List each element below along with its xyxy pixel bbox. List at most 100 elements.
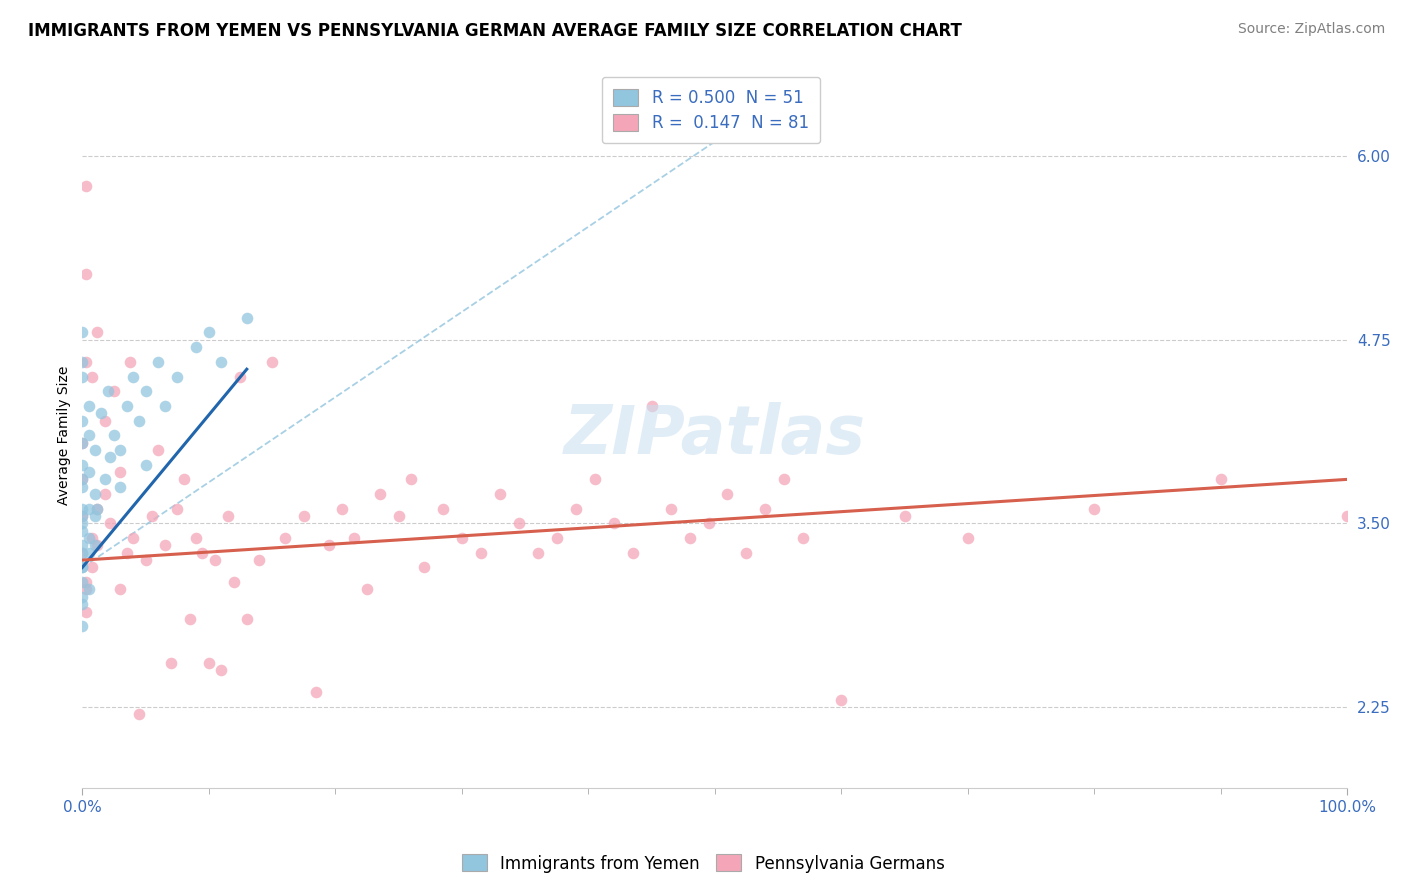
Point — [110, 582, 132, 597]
Point — [75, 575, 97, 590]
Point — [198, 326, 221, 340]
Point — [72, 546, 94, 560]
Point — [77, 428, 100, 442]
Point — [72, 414, 94, 428]
Point — [179, 612, 201, 626]
Point — [86, 501, 108, 516]
Point — [72, 355, 94, 369]
Point — [72, 546, 94, 560]
Point — [273, 531, 295, 545]
Point — [122, 531, 145, 545]
Point — [86, 501, 108, 516]
Point — [621, 546, 644, 560]
Point — [82, 369, 104, 384]
Point — [773, 472, 796, 486]
Point — [72, 590, 94, 604]
Point — [1209, 472, 1232, 486]
Point — [148, 442, 170, 457]
Point — [153, 538, 176, 552]
Point — [204, 553, 226, 567]
Text: Source: ZipAtlas.com: Source: ZipAtlas.com — [1237, 22, 1385, 37]
Point — [217, 509, 239, 524]
Point — [94, 472, 117, 486]
Point — [229, 369, 252, 384]
Point — [72, 458, 94, 472]
Point — [110, 480, 132, 494]
Point — [77, 582, 100, 597]
Point — [103, 428, 125, 442]
Point — [399, 472, 422, 486]
Point — [153, 399, 176, 413]
Point — [735, 546, 758, 560]
Point — [343, 531, 366, 545]
Point — [640, 399, 662, 413]
Point — [86, 538, 108, 552]
Point — [470, 546, 492, 560]
Point — [387, 509, 409, 524]
Point — [97, 384, 120, 399]
Point — [135, 384, 157, 399]
Point — [583, 472, 606, 486]
Point — [546, 531, 568, 545]
Point — [72, 516, 94, 531]
Point — [236, 612, 259, 626]
Point — [72, 435, 94, 450]
Point — [247, 553, 270, 567]
Point — [84, 538, 107, 552]
Point — [72, 480, 94, 494]
Point — [98, 450, 121, 465]
Point — [82, 560, 104, 574]
Point — [72, 575, 94, 590]
Point — [72, 326, 94, 340]
Point — [75, 605, 97, 619]
Point — [186, 340, 208, 354]
Point — [305, 685, 328, 699]
Point — [72, 538, 94, 552]
Point — [564, 501, 586, 516]
Text: ZIPatlas: ZIPatlas — [564, 402, 866, 468]
Point — [792, 531, 814, 545]
Point — [211, 663, 233, 677]
Legend: Immigrants from Yemen, Pennsylvania Germans: Immigrants from Yemen, Pennsylvania Germ… — [456, 847, 950, 880]
Point — [72, 472, 94, 486]
Point — [86, 326, 108, 340]
Point — [602, 516, 624, 531]
Point — [198, 656, 221, 670]
Point — [77, 531, 100, 545]
Point — [211, 355, 233, 369]
Point — [186, 531, 208, 545]
Point — [115, 399, 138, 413]
Point — [72, 560, 94, 574]
Point — [90, 406, 112, 420]
Point — [98, 516, 121, 531]
Point — [72, 509, 94, 524]
Point — [82, 531, 104, 545]
Point — [72, 501, 94, 516]
Point — [488, 487, 510, 501]
Point — [72, 619, 94, 633]
Point — [1083, 501, 1105, 516]
Point — [1336, 509, 1358, 524]
Point — [160, 656, 183, 670]
Point — [956, 531, 979, 545]
Point — [94, 487, 117, 501]
Point — [75, 178, 97, 193]
Point — [72, 560, 94, 574]
Point — [77, 399, 100, 413]
Point — [84, 487, 107, 501]
Point — [236, 310, 259, 325]
Text: IMMIGRANTS FROM YEMEN VS PENNSYLVANIA GERMAN AVERAGE FAMILY SIZE CORRELATION CHA: IMMIGRANTS FROM YEMEN VS PENNSYLVANIA GE… — [28, 22, 962, 40]
Point — [432, 501, 454, 516]
Point — [135, 553, 157, 567]
Point — [141, 509, 163, 524]
Point — [697, 516, 720, 531]
Point — [75, 582, 97, 597]
Point — [72, 435, 94, 450]
Point — [72, 524, 94, 538]
Point — [224, 575, 246, 590]
Point — [72, 472, 94, 486]
Point — [173, 472, 195, 486]
Point — [166, 369, 188, 384]
Point — [508, 516, 530, 531]
Point — [526, 546, 548, 560]
